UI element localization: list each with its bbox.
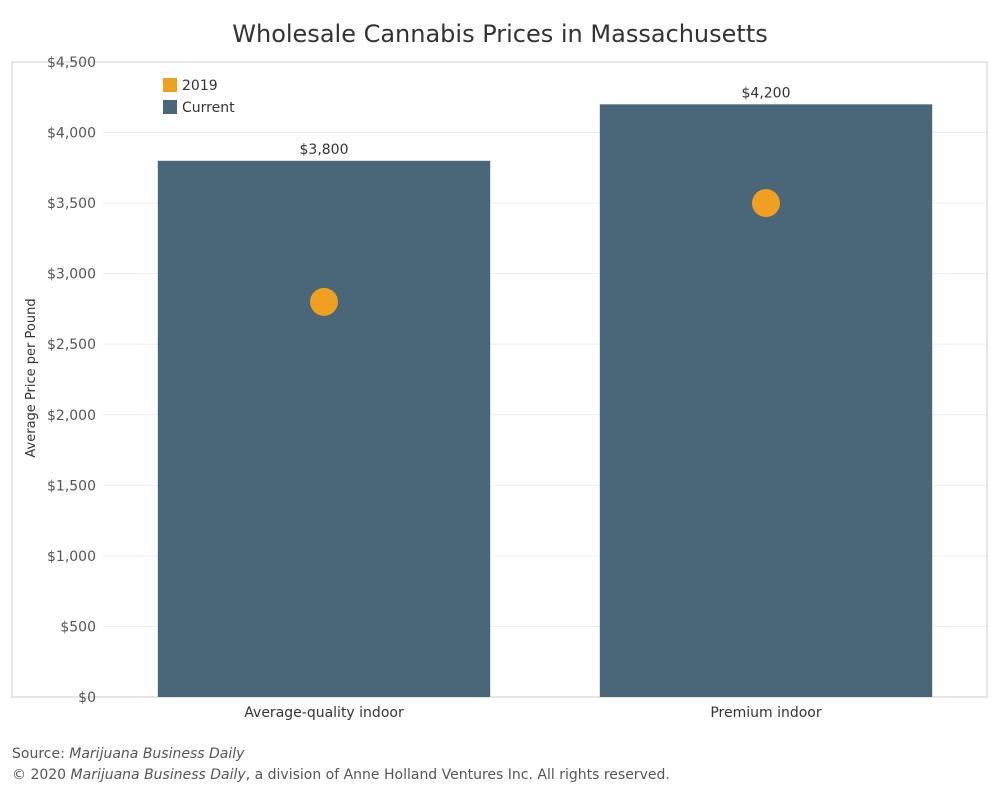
y-tick-label: $4,000 <box>47 126 96 142</box>
dot-2019 <box>752 189 780 218</box>
legend-label: Current <box>182 100 235 116</box>
legend-label: 2019 <box>182 78 218 94</box>
bar-value-label: $4,200 <box>742 85 791 101</box>
y-tick-label: $0 <box>78 690 96 706</box>
chart: $0 $500 $1,000 $1,500 $2,000 $2,500 $3,000 $3,5… <box>11 55 988 721</box>
x-axis-categories: Average-quality indoor Premium indoor <box>244 705 822 721</box>
source-line: Source: Marijuana Business Daily <box>12 746 244 762</box>
category-label: Average-quality indoor <box>244 705 404 721</box>
copyright-line: © 2020 Marijuana Business Daily, a divis… <box>12 767 670 783</box>
y-tick-label: $4,500 <box>47 55 96 71</box>
y-tick-label: $2,500 <box>47 337 96 353</box>
source-prefix: Source: <box>12 746 70 762</box>
y-tick-label: $1,000 <box>47 549 96 565</box>
copyright-prefix: © 2020 <box>12 767 71 783</box>
bar-value-label: $3,800 <box>300 142 349 158</box>
y-tick-label: $500 <box>60 619 96 635</box>
source-name: Marijuana Business Daily <box>69 746 245 762</box>
bar <box>157 160 491 697</box>
dots <box>310 189 780 316</box>
y-axis-ticks: $0 $500 $1,000 $1,500 $2,000 $2,500 $3,000 $3,5… <box>47 55 96 706</box>
category-label: Premium indoor <box>710 705 822 721</box>
y-tick-label: $2,000 <box>47 408 96 424</box>
y-tick-label: $3,500 <box>47 196 96 212</box>
y-tick-label: $1,500 <box>47 478 96 494</box>
legend-swatch <box>163 100 177 114</box>
dot-2019 <box>310 287 338 316</box>
chart-title: Wholesale Cannabis Prices in Massachuset… <box>232 20 768 48</box>
copyright-name: Marijuana Business Daily <box>70 767 246 783</box>
legend: 2019 Current <box>163 78 235 116</box>
y-tick-label: $3,000 <box>47 267 96 283</box>
copyright-suffix: , a division of Anne Holland Ventures In… <box>245 767 670 783</box>
bars: $3,800 $4,200 <box>157 85 933 698</box>
plot-frame <box>11 61 988 698</box>
legend-swatch <box>163 78 177 92</box>
y-axis-title: Average Price per Pound <box>24 298 39 457</box>
